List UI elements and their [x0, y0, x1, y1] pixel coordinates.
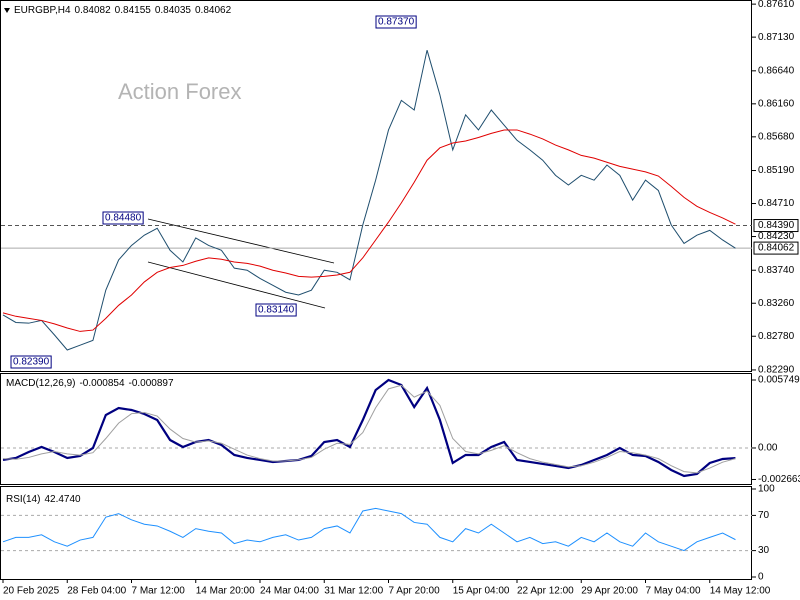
- header-value: -0.000897: [129, 378, 174, 389]
- indicator-title: RSI(14): [6, 494, 40, 505]
- series-line: [2, 378, 736, 478]
- y-tick-label: 0.83740: [758, 265, 795, 276]
- y-tick-label: 30: [758, 545, 770, 556]
- x-tick-label: 29 Apr 20:00: [581, 586, 638, 597]
- panel-header: MACD(12,26,9) -0.000854 -0.000897: [6, 378, 174, 389]
- annotation: 0.84480: [105, 213, 142, 224]
- header-value: 0.84155: [115, 5, 152, 16]
- y-tick-label: 0.005749: [758, 375, 800, 386]
- y-tick-label: 0.86160: [758, 98, 795, 109]
- x-tick-label: 24 Mar 04:00: [260, 586, 319, 597]
- y-tick-label: 0.84230: [758, 231, 795, 242]
- panel-header: EURGBP,H4 0.84082 0.84155 0.84035 0.84062: [14, 5, 232, 16]
- price-tag-box: [753, 241, 799, 255]
- annotation: 0.82390: [13, 357, 50, 368]
- annotation-box: [375, 15, 417, 29]
- series-line: [2, 129, 736, 332]
- x-tick-label: 20 Feb 2025: [3, 586, 60, 597]
- annotation: 0.83140: [258, 305, 295, 316]
- price-panel: [0, 0, 752, 372]
- annotation-box: [102, 211, 144, 225]
- y-tick-label: 0.82780: [758, 331, 795, 342]
- y-tick-label: 0.83260: [758, 298, 795, 309]
- header-value: 0.84062: [195, 5, 232, 16]
- x-tick-label: 14 May 12:00: [710, 586, 771, 597]
- macd-panel: [0, 373, 752, 485]
- y-tick-label: 0.00: [758, 443, 778, 454]
- header-value: 0.84082: [75, 5, 112, 16]
- series-line: [2, 507, 736, 552]
- header-value: -0.000854: [79, 378, 124, 389]
- x-tick-label: 14 Mar 20:00: [196, 586, 255, 597]
- price-tag-box: [753, 219, 799, 233]
- annotation-box: [10, 355, 52, 369]
- x-tick-label: 7 Apr 20:00: [389, 586, 441, 597]
- y-tick-label: -0.002663: [758, 474, 800, 485]
- y-tick-label: 0.84710: [758, 198, 795, 209]
- x-tick-label: 7 May 04:00: [646, 586, 701, 597]
- y-tick-label: 0.82290: [758, 365, 795, 376]
- channel-line: [147, 218, 335, 264]
- price-tag: 0.84390: [758, 220, 795, 231]
- header-value: 42.4740: [44, 494, 81, 505]
- panel-header: RSI(14) 42.4740: [6, 494, 81, 505]
- x-tick-label: 15 Apr 04:00: [453, 586, 510, 597]
- header-value: 0.84035: [155, 5, 192, 16]
- x-tick-label: 28 Feb 04:00: [67, 586, 126, 597]
- watermark: Action Forex: [118, 79, 242, 104]
- rsi-panel: [0, 486, 752, 580]
- y-tick-label: 0.87610: [758, 0, 795, 10]
- annotation: 0.87370: [378, 17, 415, 28]
- y-tick-label: 0.86640: [758, 65, 795, 76]
- y-tick-label: 0: [758, 572, 764, 583]
- series-line: [2, 50, 736, 351]
- channel-line: [147, 261, 326, 309]
- menu-arrow: [4, 8, 10, 13]
- series-line: [2, 384, 736, 474]
- y-tick-label: 0.85680: [758, 131, 795, 142]
- annotation-box: [255, 303, 297, 317]
- y-tick-label: 0.87130: [758, 32, 795, 43]
- indicator-title: EURGBP,H4: [14, 5, 71, 16]
- x-tick-label: 7 Mar 12:00: [132, 586, 186, 597]
- x-tick-label: 22 Apr 12:00: [517, 586, 574, 597]
- x-tick-label: 31 Mar 12:00: [324, 586, 383, 597]
- y-tick-label: 70: [758, 510, 770, 521]
- y-tick-label: 0.85190: [758, 165, 795, 176]
- price-tag: 0.84062: [758, 243, 795, 254]
- indicator-title: MACD(12,26,9): [6, 378, 75, 389]
- y-tick-label: 100: [758, 484, 775, 495]
